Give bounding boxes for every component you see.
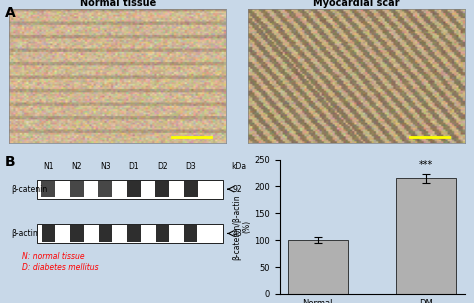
Title: Normal tissue: Normal tissue [80,0,156,8]
Bar [127,181,141,197]
Text: D: diabetes mellitus: D: diabetes mellitus [22,262,99,271]
Bar [36,180,223,198]
Text: ***: *** [419,160,433,170]
Text: β-catenin: β-catenin [11,185,47,194]
Bar [155,181,169,197]
Text: D3: D3 [185,162,196,171]
Bar [36,224,223,243]
Bar [288,240,347,294]
Bar [155,225,169,241]
Text: N: normal tissue: N: normal tissue [22,252,85,261]
Text: kDa: kDa [231,162,246,171]
Bar [41,181,55,197]
Bar [70,225,83,241]
Text: 92: 92 [232,185,242,194]
Bar [127,225,140,241]
Bar [42,225,55,241]
Text: β-actin: β-actin [11,229,37,238]
Y-axis label: β-catenin/β-actin
(%): β-catenin/β-actin (%) [232,194,251,260]
Bar [184,225,198,241]
Text: 43: 43 [232,229,242,238]
Text: N3: N3 [100,162,110,171]
Text: A: A [5,6,16,20]
Text: N1: N1 [43,162,54,171]
Bar [70,181,84,197]
Bar [98,181,112,197]
Bar [99,225,112,241]
Bar [396,178,456,294]
Text: D2: D2 [157,162,168,171]
Text: B: B [5,155,15,168]
Bar [183,181,198,197]
Text: N2: N2 [72,162,82,171]
Text: D1: D1 [128,162,139,171]
Title: Myocardial scar: Myocardial scar [313,0,400,8]
